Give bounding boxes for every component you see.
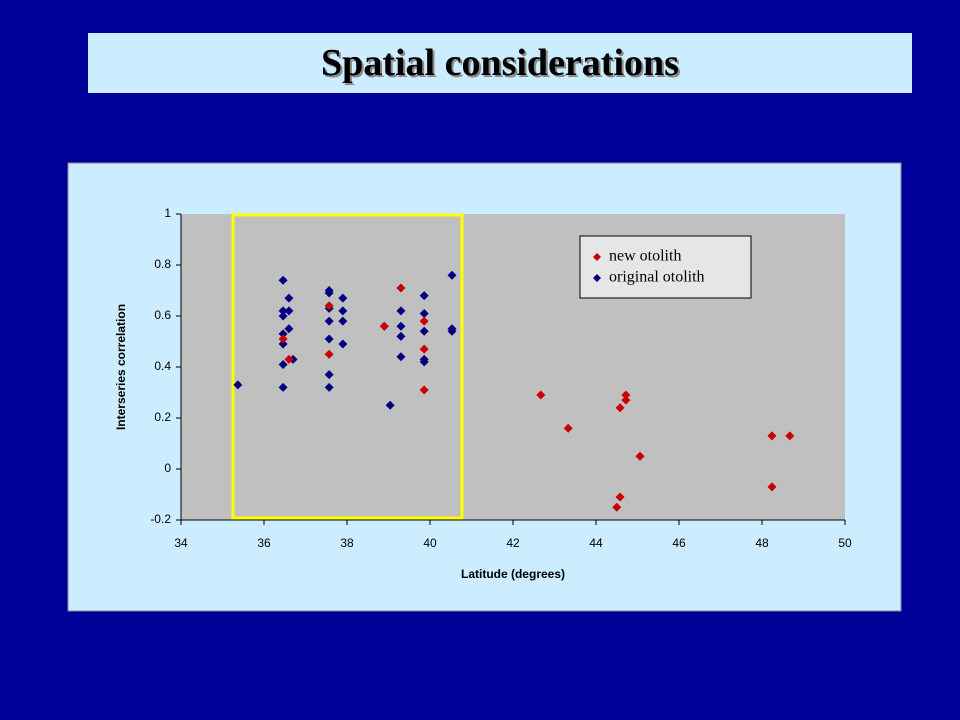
point (419, 326, 429, 336)
legend-label: new otolith (609, 248, 681, 265)
legend-marker (593, 253, 601, 261)
point (396, 352, 406, 362)
point (621, 390, 631, 400)
y-tick-label: 0.8 (154, 257, 171, 271)
point (278, 359, 288, 369)
point (385, 400, 395, 410)
y-axis-label: Interseries correlation (114, 304, 128, 430)
x-tick-label: 42 (506, 536, 520, 550)
point (338, 293, 348, 303)
point (396, 331, 406, 341)
x-tick-label: 46 (672, 536, 686, 550)
point (278, 329, 288, 339)
point (447, 270, 457, 280)
x-tick-label: 40 (423, 536, 437, 550)
point (396, 321, 406, 331)
point (278, 275, 288, 285)
point (379, 321, 389, 331)
highlight-box (231, 213, 464, 520)
x-tick-label: 50 (838, 536, 852, 550)
point (278, 382, 288, 392)
point (324, 349, 334, 359)
x-tick-label: 34 (174, 536, 188, 550)
point (233, 380, 243, 390)
y-tick-label: 0 (164, 461, 171, 475)
point (419, 344, 429, 354)
legend (579, 235, 752, 299)
point (419, 385, 429, 395)
point (278, 311, 288, 321)
legend-marker (593, 274, 601, 282)
point (324, 301, 334, 311)
x-tick-label: 48 (755, 536, 769, 550)
point (767, 431, 777, 441)
point (447, 326, 457, 336)
point (324, 316, 334, 326)
y-tick-label: 1 (164, 206, 171, 220)
y-tick-label: 0.6 (154, 308, 171, 322)
point (338, 339, 348, 349)
point (635, 451, 645, 461)
point (338, 316, 348, 326)
y-tick-label: 0.2 (154, 410, 171, 424)
slide-title: Spatial considerations (321, 42, 679, 84)
point (338, 306, 348, 316)
y-tick-label: 0.4 (154, 359, 171, 373)
point (563, 423, 573, 433)
point (324, 382, 334, 392)
point (536, 390, 546, 400)
point (278, 334, 288, 344)
point (284, 324, 294, 334)
point (396, 306, 406, 316)
legend-label: original otolith (609, 269, 705, 286)
x-axis-label: Latitude (degrees) (461, 567, 565, 581)
y-tick-label: -0.2 (150, 512, 171, 526)
point (615, 403, 625, 413)
title-box: Spatial considerations (88, 33, 912, 93)
point (419, 308, 429, 318)
point (278, 306, 288, 316)
x-tick-label: 38 (340, 536, 354, 550)
point (284, 306, 294, 316)
point (419, 316, 429, 326)
point (785, 431, 795, 441)
point (767, 482, 777, 492)
point (284, 293, 294, 303)
point (419, 291, 429, 301)
point (419, 357, 429, 367)
point (615, 492, 625, 502)
point (324, 288, 334, 298)
point (621, 395, 631, 405)
point (324, 370, 334, 380)
point (324, 334, 334, 344)
point (284, 354, 294, 364)
x-tick-label: 36 (257, 536, 271, 550)
point (278, 339, 288, 349)
point (396, 283, 406, 293)
x-tick-label: 44 (589, 536, 603, 550)
point (612, 502, 622, 512)
